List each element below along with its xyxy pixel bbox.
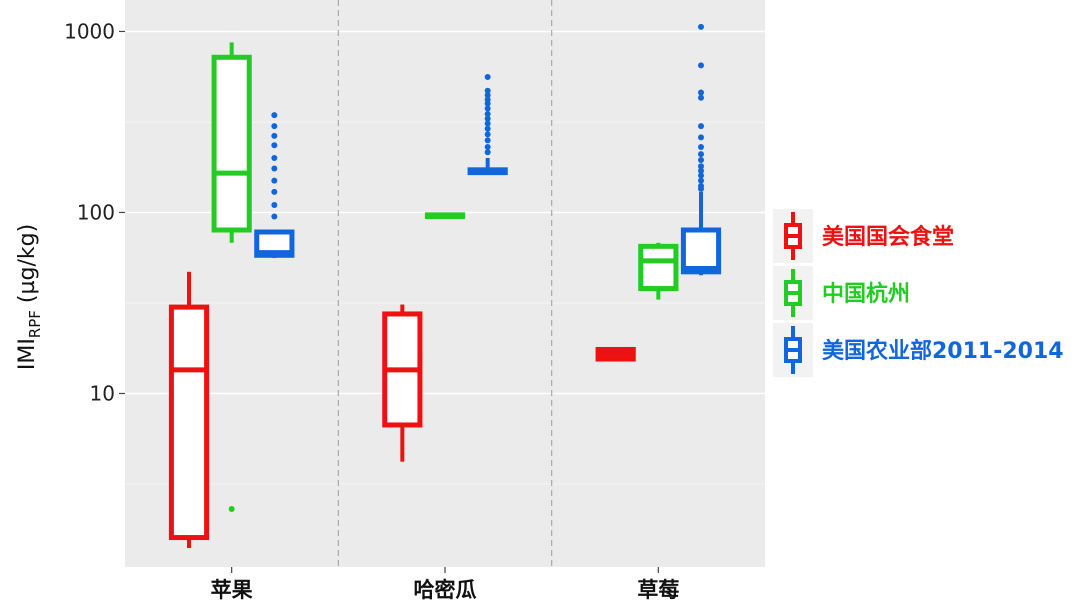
outlier-point <box>271 142 278 149</box>
y-axis-title-sub: RPF <box>26 310 44 338</box>
outlier-point <box>271 188 278 195</box>
x-axis-ticks: 苹果 哈密瓜 草莓 <box>211 567 679 602</box>
outlier-point <box>698 172 704 179</box>
outlier-point <box>484 87 491 94</box>
outlier-point <box>698 167 704 174</box>
outlier-point <box>271 213 278 220</box>
box-2-2 <box>680 23 722 276</box>
box-iqr <box>211 54 252 233</box>
legend-label: 中国杭州 <box>822 281 910 307</box>
legend-item: 中国杭州 <box>773 266 910 320</box>
y-axis-ticks: 10 100 1000 <box>64 19 125 405</box>
outlier-point <box>484 137 491 144</box>
legend-item: 美国国会食堂 <box>773 209 954 263</box>
y-axis-title-unit: (µg/kg) <box>15 224 40 310</box>
outlier-point <box>484 149 491 156</box>
legend-item: 美国农业部2011-2014 <box>773 323 1064 377</box>
y-tick-label: 100 <box>77 200 115 224</box>
outlier-point <box>698 151 704 158</box>
outlier-point <box>698 89 704 96</box>
y-tick-label: 1000 <box>64 19 115 43</box>
outlier-point <box>271 132 278 139</box>
outlier-point <box>698 134 704 141</box>
outlier-point <box>698 94 704 101</box>
box-iqr <box>638 243 679 292</box>
category-separators <box>337 0 553 567</box>
outlier-point <box>484 143 491 150</box>
legend-label: 美国国会食堂 <box>822 224 954 250</box>
outlier-point <box>484 74 491 81</box>
outlier-point <box>484 115 491 122</box>
outlier-point <box>484 96 491 103</box>
outlier-point <box>271 154 278 161</box>
box-2-1 <box>638 242 679 300</box>
y-axis-title: IMIRPF (µg/kg) <box>15 224 44 370</box>
outlier-point <box>698 183 704 190</box>
outlier-point <box>271 177 278 184</box>
outlier-point <box>484 120 491 127</box>
box-1-1 <box>424 212 466 219</box>
outlier-point <box>484 110 491 117</box>
box-iqr <box>680 227 722 275</box>
outlier-point <box>271 165 278 172</box>
box-2-0 <box>595 346 636 362</box>
outlier-point <box>271 201 278 208</box>
outlier-point <box>484 131 491 138</box>
outlier-point <box>484 105 491 112</box>
outlier-point <box>484 92 491 99</box>
outlier-point <box>698 123 704 130</box>
outlier-point <box>228 506 235 513</box>
outlier-point <box>698 156 704 163</box>
box-0-0 <box>168 271 210 549</box>
box-0-2 <box>254 112 295 259</box>
boxes <box>168 23 722 549</box>
legend-label: 美国农业部2011-2014 <box>822 338 1064 364</box>
box-1-2 <box>467 74 508 176</box>
x-tick-label: 苹果 <box>211 578 253 602</box>
outlier-point <box>271 123 278 130</box>
x-tick-label: 哈密瓜 <box>414 578 477 602</box>
outlier-point <box>484 125 491 132</box>
outlier-point <box>698 177 704 184</box>
x-tick-label: 草莓 <box>637 578 679 602</box>
outlier-point <box>698 23 704 30</box>
box-1-0 <box>382 304 423 462</box>
outlier-point <box>271 112 278 119</box>
box-iqr <box>168 304 210 541</box>
y-axis-title-main: IMI <box>15 338 40 370</box>
box-iqr <box>254 229 295 258</box>
outlier-point <box>698 62 704 69</box>
y-tick-label: 10 <box>90 381 115 405</box>
box-0-1 <box>211 42 252 513</box>
outlier-point <box>698 143 704 150</box>
outlier-point <box>698 163 704 170</box>
